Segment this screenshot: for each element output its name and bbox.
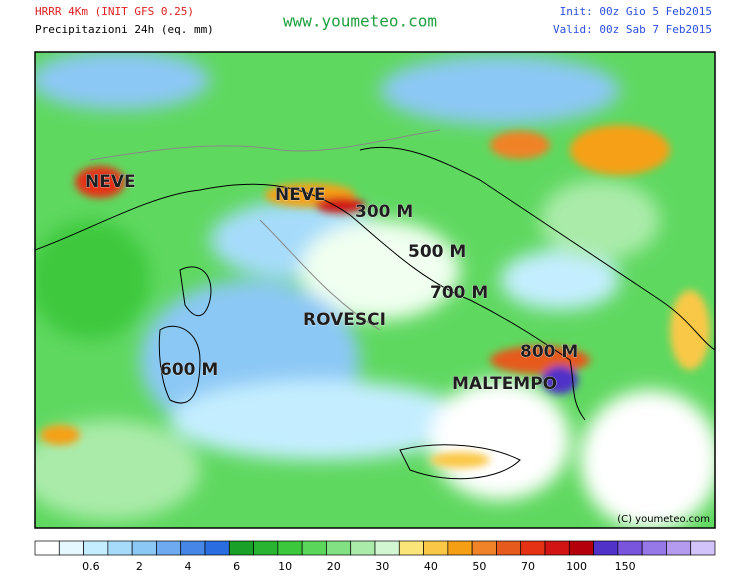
annotation: 300 M	[355, 202, 413, 222]
init-label: Init: 00z Gio 5 Feb2015	[560, 5, 712, 18]
color-box	[398, 540, 424, 556]
color-box	[520, 540, 546, 556]
color-box	[496, 540, 522, 556]
copyright: (C) youmeteo.com	[617, 514, 710, 525]
colorbar-label: 4	[185, 560, 192, 573]
color-box	[350, 540, 376, 556]
site-label: www.youmeteo.com	[283, 12, 437, 31]
color-box	[447, 540, 473, 556]
color-box	[544, 540, 570, 556]
annotation: 800 M	[520, 342, 578, 362]
color-box	[277, 540, 303, 556]
color-box	[666, 540, 692, 556]
annotation: 600 M	[160, 360, 218, 380]
colorbar: 0.6 2 4 6 10 20 30 40 50 70 100 150	[34, 540, 716, 573]
colorbar-label: 20	[327, 560, 341, 573]
colorbar-label: 0.6	[82, 560, 100, 573]
color-box	[593, 540, 619, 556]
colorbar-label: 150	[615, 560, 636, 573]
color-box	[34, 540, 60, 556]
field-label: Precipitazioni 24h (eq. mm)	[35, 23, 214, 36]
color-box	[107, 540, 133, 556]
colorbar-label: 70	[521, 560, 535, 573]
colorbar-label: 40	[424, 560, 438, 573]
color-box	[301, 540, 327, 556]
map-frame	[34, 51, 716, 529]
annotation: 500 M	[408, 242, 466, 262]
color-box	[180, 540, 206, 556]
color-box	[58, 540, 84, 556]
color-box	[204, 540, 230, 556]
model-label: HRRR 4Km (INIT GFS 0.25)	[35, 5, 194, 18]
valid-label: Valid: 00z Sab 7 Feb2015	[553, 23, 712, 36]
colorbar-label: 6	[233, 560, 240, 573]
annotation: MALTEMPO	[452, 374, 557, 394]
color-box	[568, 540, 594, 556]
annotation: ROVESCI	[303, 310, 386, 330]
color-box	[83, 540, 109, 556]
color-box	[156, 540, 182, 556]
colorbar-label: 30	[375, 560, 389, 573]
annotation: NEVE	[275, 185, 326, 205]
color-box	[617, 540, 643, 556]
color-box	[641, 540, 667, 556]
color-box	[228, 540, 254, 556]
color-box	[253, 540, 279, 556]
color-box	[690, 540, 716, 556]
colorbar-label: 10	[278, 560, 292, 573]
colorbar-label: 50	[472, 560, 486, 573]
color-box	[131, 540, 157, 556]
color-box	[423, 540, 449, 556]
annotation: 700 M	[430, 283, 488, 303]
colorbar-label: 100	[566, 560, 587, 573]
annotation: NEVE	[85, 172, 136, 192]
map: NEVE NEVE 300 M 500 M 700 M ROVESCI 800 …	[35, 52, 715, 528]
color-box	[471, 540, 497, 556]
color-box	[326, 540, 352, 556]
colorbar-label: 2	[136, 560, 143, 573]
color-box	[374, 540, 400, 556]
